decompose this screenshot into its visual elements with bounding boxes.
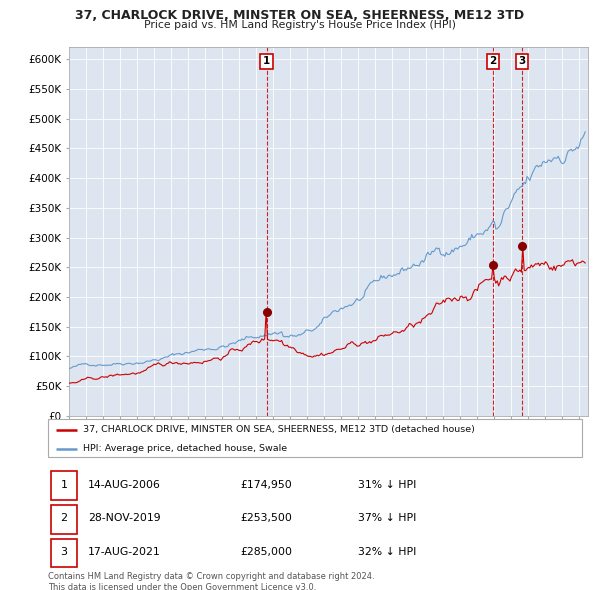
Text: 31% ↓ HPI: 31% ↓ HPI	[358, 480, 416, 490]
Text: 37, CHARLOCK DRIVE, MINSTER ON SEA, SHEERNESS, ME12 3TD (detached house): 37, CHARLOCK DRIVE, MINSTER ON SEA, SHEE…	[83, 425, 475, 434]
Text: 28-NOV-2019: 28-NOV-2019	[88, 513, 161, 523]
FancyBboxPatch shape	[50, 471, 77, 500]
Text: 37, CHARLOCK DRIVE, MINSTER ON SEA, SHEERNESS, ME12 3TD: 37, CHARLOCK DRIVE, MINSTER ON SEA, SHEE…	[76, 9, 524, 22]
Text: Price paid vs. HM Land Registry's House Price Index (HPI): Price paid vs. HM Land Registry's House …	[144, 20, 456, 30]
Text: 1: 1	[61, 480, 68, 490]
Text: 1: 1	[263, 57, 271, 67]
Text: 37% ↓ HPI: 37% ↓ HPI	[358, 513, 416, 523]
FancyBboxPatch shape	[50, 539, 77, 567]
FancyBboxPatch shape	[48, 419, 582, 457]
Text: £285,000: £285,000	[240, 547, 292, 557]
Text: 3: 3	[61, 547, 68, 557]
Text: 3: 3	[518, 57, 526, 67]
Text: 17-AUG-2021: 17-AUG-2021	[88, 547, 161, 557]
Text: HPI: Average price, detached house, Swale: HPI: Average price, detached house, Swal…	[83, 444, 287, 453]
Text: Contains HM Land Registry data © Crown copyright and database right 2024.
This d: Contains HM Land Registry data © Crown c…	[48, 572, 374, 590]
Text: 32% ↓ HPI: 32% ↓ HPI	[358, 547, 416, 557]
Text: 14-AUG-2006: 14-AUG-2006	[88, 480, 161, 490]
FancyBboxPatch shape	[50, 505, 77, 533]
Text: £174,950: £174,950	[240, 480, 292, 490]
Text: 2: 2	[61, 513, 68, 523]
Text: £253,500: £253,500	[240, 513, 292, 523]
Text: 2: 2	[489, 57, 496, 67]
